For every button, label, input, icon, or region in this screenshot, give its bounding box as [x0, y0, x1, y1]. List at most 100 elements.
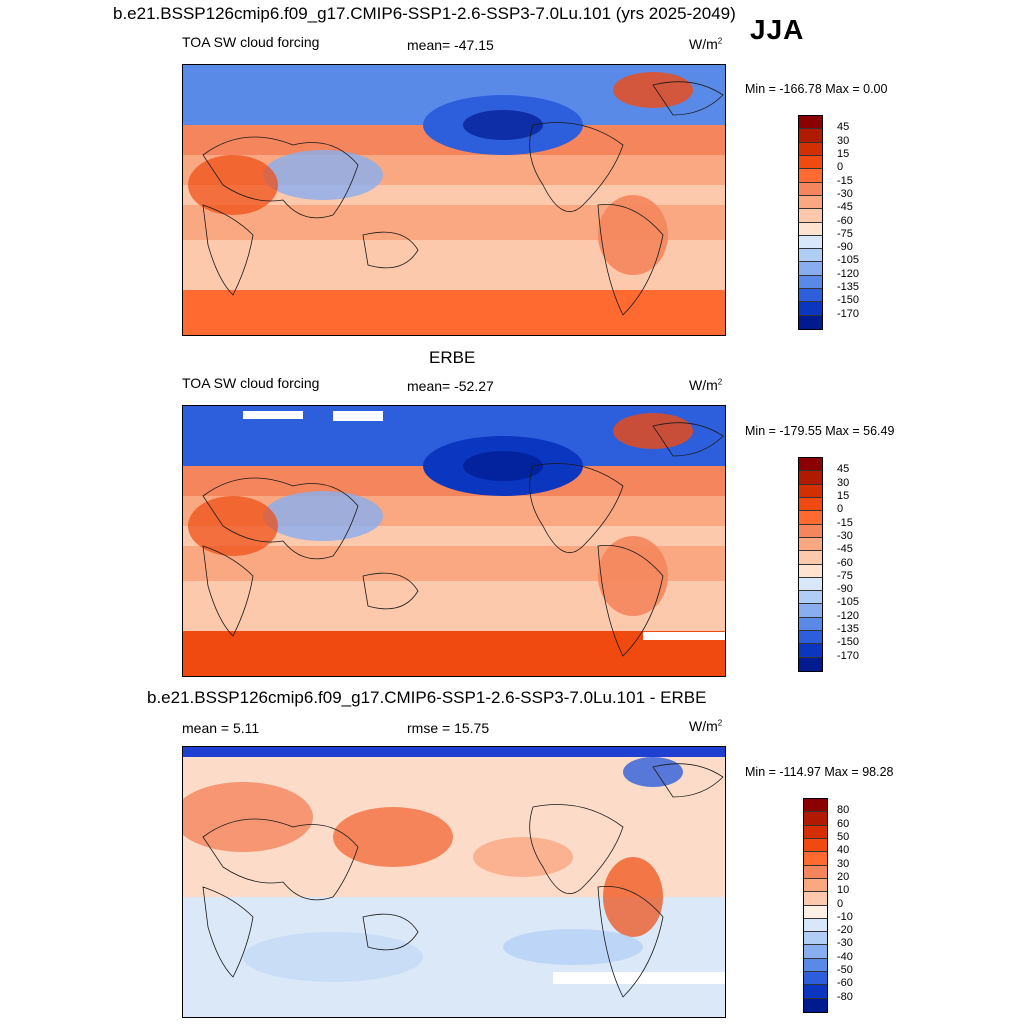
- panel3-units: W/m2: [689, 718, 723, 734]
- colorbar-tick-label: -135: [837, 623, 860, 636]
- colorbar-swatch: [799, 458, 822, 472]
- panel2-units: W/m2: [689, 377, 723, 393]
- colorbar-swatch: [799, 471, 822, 485]
- colorbar-tick-label: -60: [837, 977, 853, 990]
- colorbar-tick-label: -45: [837, 543, 853, 556]
- colorbar-swatch: [799, 249, 822, 263]
- season-label: JJA: [750, 14, 805, 45]
- colorbar-swatch: [799, 484, 822, 498]
- colorbar-swatch: [799, 116, 822, 130]
- colorbar-swatch: [799, 235, 822, 250]
- colorbar-tick-label: 0: [837, 503, 844, 516]
- colorbar-swatch: [799, 564, 822, 578]
- colorbar-swatch: [799, 604, 822, 618]
- colorbar-swatch: [804, 998, 827, 1012]
- colorbar-tick-label: 15: [837, 147, 850, 160]
- colorbar-swatch: [804, 958, 827, 973]
- colorbar-tick-label: 30: [837, 476, 850, 489]
- colorbar-swatch: [799, 497, 822, 512]
- panel2-colorbar: [798, 457, 823, 672]
- colorbar-tick-label: -15: [837, 174, 853, 187]
- panel2-title: ERBE: [429, 348, 476, 367]
- colorbar-tick-label: -90: [837, 583, 853, 596]
- panel1-units: W/m2: [689, 36, 723, 52]
- colorbar-tick-label: -10: [837, 910, 853, 923]
- colorbar-tick-label: -30: [837, 937, 853, 950]
- colorbar-swatch: [799, 142, 822, 156]
- panel2-map: [182, 405, 726, 677]
- panel3-colorbar-labels: 80 60 50 40 30 20 10 0 -10 -20 -30 -40 -50 -60 -80: [837, 798, 897, 1011]
- panel1-map: [182, 64, 726, 336]
- panel3-rmse: rmse = 15.75: [407, 720, 490, 736]
- colorbar-tick-label: 30: [837, 857, 850, 870]
- colorbar-tick-label: 0: [837, 897, 844, 910]
- colorbar-tick-label: 0: [837, 161, 844, 174]
- colorbar-tick-label: 40: [837, 844, 850, 857]
- colorbar-swatch: [799, 315, 822, 329]
- colorbar-swatch: [804, 799, 827, 813]
- colorbar-swatch: [799, 511, 822, 525]
- colorbar-tick-label: 10: [837, 884, 850, 897]
- colorbar-swatch: [804, 838, 827, 853]
- colorbar-swatch: [799, 591, 822, 605]
- panel3-minmax: Min = -114.97 Max = 98.28: [745, 765, 894, 779]
- colorbar-tick-label: -90: [837, 241, 853, 254]
- panel3-map: [182, 746, 726, 1018]
- colorbar-tick-label: -60: [837, 556, 853, 569]
- colorbar-swatch: [799, 209, 822, 223]
- colorbar-swatch: [799, 262, 822, 276]
- panel2-left-label: TOA SW cloud forcing: [182, 375, 320, 391]
- colorbar-swatch: [804, 932, 827, 946]
- colorbar-tick-label: -105: [837, 254, 860, 267]
- panel1-minmax: Min = -166.78 Max = 0.00: [745, 82, 888, 96]
- panel3-title: b.e21.BSSP126cmip6.f09_g17.CMIP6-SSP1-2.…: [147, 688, 707, 707]
- panel1-mean: mean= -47.15: [407, 37, 494, 53]
- colorbar-swatch: [804, 945, 827, 959]
- colorbar-tick-label: -105: [837, 596, 860, 609]
- colorbar-tick-label: -30: [837, 529, 853, 542]
- colorbar-tick-label: -150: [837, 636, 860, 649]
- colorbar-swatch: [804, 825, 827, 839]
- colorbar-swatch: [799, 289, 822, 303]
- colorbar-swatch: [799, 617, 822, 632]
- panel2-minmax: Min = -179.55 Max = 56.49: [745, 424, 895, 438]
- colorbar-swatch: [799, 631, 822, 645]
- colorbar-swatch: [799, 129, 822, 143]
- colorbar-tick-label: 45: [837, 463, 850, 476]
- colorbar-swatch: [799, 302, 822, 316]
- colorbar-tick-label: 45: [837, 121, 850, 134]
- colorbar-tick-label: -60: [837, 214, 853, 227]
- colorbar-tick-label: -75: [837, 569, 853, 582]
- panel3-mean: mean = 5.11: [182, 720, 260, 736]
- colorbar-swatch: [804, 918, 827, 933]
- colorbar-swatch: [799, 182, 822, 196]
- colorbar-swatch: [799, 155, 822, 170]
- colorbar-tick-label: -15: [837, 516, 853, 529]
- colorbar-tick-label: -45: [837, 201, 853, 214]
- colorbar-tick-label: -120: [837, 267, 860, 280]
- colorbar-tick-label: -120: [837, 609, 860, 622]
- colorbar-tick-label: -170: [837, 307, 860, 320]
- colorbar-tick-label: -80: [837, 990, 853, 1003]
- colorbar-swatch: [799, 169, 822, 183]
- colorbar-tick-label: -30: [837, 187, 853, 200]
- colorbar-tick-label: 30: [837, 134, 850, 147]
- panel1-colorbar-labels: 45 30 15 0 -15 -30 -45 -60 -75 -90 -105 -120 -135 -15…: [837, 115, 897, 328]
- colorbar-swatch: [804, 985, 827, 999]
- colorbar-swatch: [799, 275, 822, 290]
- panel2-mean: mean= -52.27: [407, 378, 494, 394]
- panel3-colorbar: [803, 798, 828, 1013]
- colorbar-swatch: [799, 222, 822, 236]
- colorbar-tick-label: -170: [837, 649, 860, 662]
- colorbar-swatch: [799, 577, 822, 592]
- colorbar-swatch: [804, 972, 827, 986]
- colorbar-tick-label: -20: [837, 924, 853, 937]
- colorbar-swatch: [804, 865, 827, 879]
- colorbar-tick-label: -150: [837, 294, 860, 307]
- colorbar-tick-label: 20: [837, 870, 850, 883]
- colorbar-tick-label: -50: [837, 964, 853, 977]
- colorbar-swatch: [799, 657, 822, 671]
- panel1-colorbar: [798, 115, 823, 330]
- colorbar-swatch: [804, 905, 827, 919]
- colorbar-swatch: [804, 878, 827, 893]
